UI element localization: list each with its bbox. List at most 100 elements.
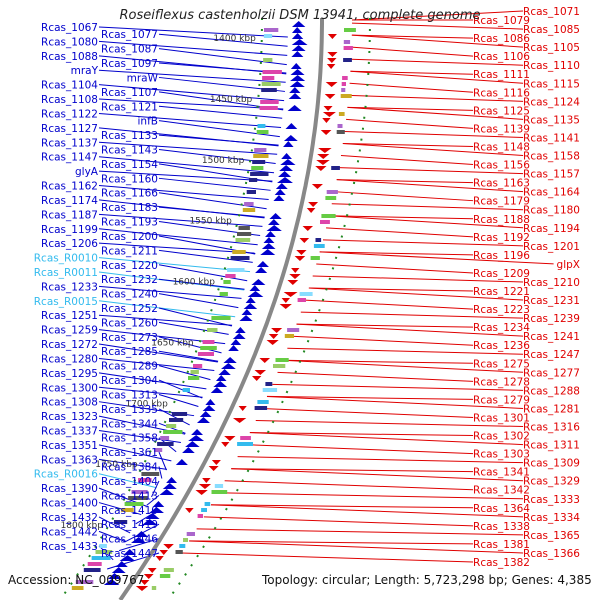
right-leader-line <box>348 94 524 102</box>
left-leader-line <box>158 336 222 354</box>
reverse-gene-arrow <box>251 376 262 381</box>
left-gene-label: Rcas_R0016 <box>34 469 99 481</box>
reverse-gene-arrow <box>159 550 169 555</box>
scale-tick-label: 1700 kbp <box>125 399 168 409</box>
feature-block <box>186 532 195 536</box>
feature-block <box>262 76 275 80</box>
left-leader-line <box>98 40 288 56</box>
right-gene-label: Rcas_1311 <box>523 440 580 452</box>
left-gene-label: Rcas_1300 <box>41 382 98 394</box>
forward-gene-arrow <box>291 45 306 51</box>
right-leader-line <box>308 287 524 301</box>
feature-block <box>166 424 177 428</box>
forward-gene-arrow <box>166 477 178 483</box>
reverse-gene-arrow <box>316 160 330 165</box>
genome-summary: Topology: circular; Length: 5,723,298 bp… <box>262 573 592 587</box>
forward-gene-arrow <box>263 237 275 243</box>
right-leader-line <box>237 456 524 464</box>
right-leader-line <box>350 70 474 75</box>
left-gene-label: Rcas_1280 <box>41 353 98 365</box>
feature-block <box>232 250 246 254</box>
left-gene-label: Rcas_1107 <box>101 87 158 99</box>
left-leader-line <box>151 480 160 498</box>
left-leader-line <box>158 33 288 47</box>
forward-gene-arrow <box>289 87 301 93</box>
right-gene-label: Rcas_1141 <box>523 132 580 144</box>
feature-block <box>250 172 269 176</box>
feature-block <box>263 34 273 38</box>
right-leader-line <box>347 106 524 120</box>
feature-block <box>284 334 294 338</box>
feature-block <box>128 496 148 500</box>
right-leader-line <box>282 359 524 373</box>
left-leader-line <box>158 206 265 218</box>
forward-gene-arrow <box>241 309 253 315</box>
left-leader-line <box>158 293 239 309</box>
right-gene-label: Rcas_1277 <box>523 367 580 379</box>
right-gene-label: Rcas_1188 <box>473 214 530 226</box>
feature-block <box>275 358 289 362</box>
left-gene-label: Rcas_1446 <box>101 534 158 546</box>
reverse-gene-arrow <box>279 304 292 309</box>
forward-gene-arrow <box>107 573 122 579</box>
left-gene-label: Rcas_1187 <box>41 209 98 221</box>
right-gene-label: Rcas_1316 <box>523 422 580 434</box>
reverse-gene-arrow <box>155 556 164 561</box>
forward-gene-arrow <box>261 243 276 249</box>
right-leader-line <box>319 251 554 265</box>
left-gene-label: Rcas_1410 <box>101 505 158 517</box>
feature-block <box>263 58 273 62</box>
feature-block <box>297 298 306 302</box>
right-leader-line <box>351 34 524 48</box>
right-gene-labels: Rcas_1071Rcas_1079Rcas_1085Rcas_1086Rcas… <box>473 6 580 569</box>
reverse-gene-arrow <box>221 442 230 447</box>
left-gene-label: Rcas_1121 <box>101 101 158 113</box>
left-gene-label: Rcas_1122 <box>41 108 98 120</box>
left-gene-label: Rcas_1108 <box>41 94 98 106</box>
right-leader-line <box>319 251 474 256</box>
dotted-track <box>167 18 371 600</box>
right-leader-line <box>340 155 474 166</box>
left-gene-label: Rcas_1447 <box>101 548 158 560</box>
forward-gene-arrow <box>290 63 302 69</box>
left-gene-label: Rcas_R0011 <box>34 267 98 279</box>
left-gene-label: Rcas_1308 <box>41 397 98 409</box>
right-leader-line <box>334 191 474 202</box>
reverse-gene-arrow <box>195 490 208 495</box>
forward-gene-arrow <box>149 507 164 513</box>
feature-block <box>320 220 330 224</box>
left-gene-label: mraW <box>127 72 159 84</box>
right-leader-line <box>296 323 474 328</box>
reverse-gene-arrow <box>143 574 154 579</box>
left-gene-label: Rcas_1220 <box>101 260 158 272</box>
feature-block <box>341 82 346 86</box>
right-leader-line <box>287 347 524 355</box>
right-gene-label: Rcas_1116 <box>473 87 530 99</box>
right-leader-line <box>312 275 524 283</box>
left-leader-line <box>98 444 172 462</box>
feature-block <box>227 268 245 272</box>
right-leader-line <box>342 143 524 157</box>
topology-label: Topology: <box>262 573 319 587</box>
feature-block <box>252 160 266 164</box>
accession-label: Accession: <box>8 573 72 587</box>
left-gene-label: Rcas_1400 <box>41 498 98 510</box>
reverse-gene-arrow <box>147 568 157 573</box>
genome-title: Roseiflexus castenholzii DSM 13941, comp… <box>119 8 481 23</box>
forward-gene-arrow <box>273 195 285 201</box>
reverse-gene-arrow <box>299 238 310 243</box>
feature-block <box>197 352 214 356</box>
forward-gene-arrow <box>185 441 200 447</box>
right-gene-label: Rcas_1301 <box>473 412 530 424</box>
feature-block <box>151 586 157 590</box>
feature-block <box>131 490 148 494</box>
feature-block <box>242 208 256 212</box>
label-leader-lines <box>98 10 554 570</box>
forward-gene-arrow <box>162 483 177 489</box>
right-leader-line <box>351 10 524 21</box>
scale-tick-label: 1400 kbp <box>213 34 256 44</box>
forward-gene-arrow <box>249 285 261 291</box>
right-leader-line <box>346 118 474 129</box>
right-leader-line <box>350 70 524 84</box>
right-leader-line <box>304 299 474 310</box>
